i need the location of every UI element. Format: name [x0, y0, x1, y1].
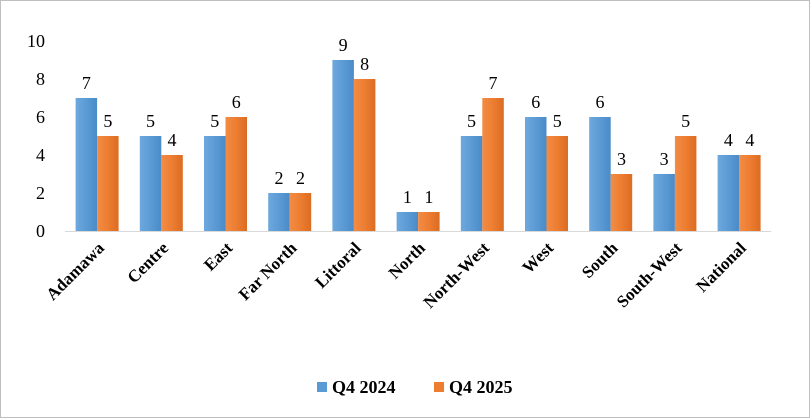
bar-q4-2024: [75, 98, 98, 231]
bar-q4-2025: [482, 98, 504, 231]
x-tick-label: Centre: [124, 238, 173, 287]
bar-q4-2025: [610, 174, 633, 231]
legend-label: Q4 2024: [332, 377, 396, 397]
y-tick-label: 8: [36, 69, 45, 89]
data-label: 4: [745, 130, 754, 150]
data-label: 5: [210, 111, 219, 131]
x-tick-label: Littoral: [311, 238, 365, 292]
data-label: 5: [681, 111, 690, 131]
data-label: 8: [360, 54, 369, 74]
y-axis: 0 2 4 6 8 10: [27, 31, 45, 241]
y-tick-label: 0: [36, 221, 45, 241]
bar-q4-2025: [97, 136, 119, 231]
data-label: 3: [617, 149, 626, 169]
data-label: 6: [531, 92, 540, 112]
bar-q4-2025: [289, 193, 312, 231]
y-tick-label: 6: [36, 107, 45, 127]
bar-q4-2025: [418, 212, 440, 231]
y-tick-label: 2: [36, 183, 45, 203]
legend-label: Q4 2025: [449, 377, 513, 397]
x-tick-label: South: [578, 238, 622, 282]
x-tick-label: National: [692, 238, 750, 296]
data-label: 4: [168, 130, 177, 150]
x-tick-label: West: [519, 238, 558, 277]
data-label: 1: [403, 187, 412, 207]
data-label: 9: [339, 35, 348, 55]
data-label: 3: [660, 149, 669, 169]
bar-q4-2024: [525, 117, 547, 231]
bar-q4-2024: [268, 193, 290, 231]
bars: [75, 60, 761, 231]
x-tick-label: Adamawa: [42, 238, 108, 304]
data-label: 6: [595, 92, 604, 112]
x-tick-label: Far North: [235, 238, 301, 304]
data-label: 7: [82, 73, 91, 93]
x-tick-label: North: [385, 238, 430, 283]
legend-swatch-q4-2024: [317, 382, 327, 392]
x-tick-label: North-West: [420, 238, 494, 312]
data-label: 2: [296, 168, 305, 188]
bar-q4-2025: [739, 155, 761, 231]
data-label: 5: [146, 111, 155, 131]
bar-q4-2025: [353, 79, 376, 231]
data-label: 5: [103, 111, 112, 131]
data-label: 4: [724, 130, 733, 150]
bar-q4-2024: [653, 174, 675, 231]
y-tick-label: 4: [36, 145, 45, 165]
y-tick-label: 10: [27, 31, 45, 51]
bar-q4-2025: [674, 136, 697, 231]
data-label: 2: [274, 168, 283, 188]
bar-q4-2025: [161, 155, 183, 231]
bar-q4-2024: [139, 136, 162, 231]
bar-q4-2024: [396, 212, 419, 231]
bar-q4-2024: [460, 136, 483, 231]
data-label: 5: [467, 111, 476, 131]
bar-q4-2024: [332, 60, 354, 231]
x-tick-label: East: [200, 238, 236, 274]
data-label: 6: [232, 92, 241, 112]
bar-q4-2025: [546, 136, 568, 231]
legend: Q4 2024 Q4 2025: [317, 377, 513, 397]
bar-q4-2025: [225, 117, 247, 231]
data-label: 5: [553, 111, 562, 131]
legend-swatch-q4-2025: [434, 382, 444, 392]
data-label: 1: [424, 187, 433, 207]
data-label: 7: [489, 73, 498, 93]
bar-q4-2024: [717, 155, 740, 231]
x-tick-label: South-West: [613, 238, 686, 311]
bar-q4-2024: [204, 136, 226, 231]
bar-q4-2024: [589, 117, 611, 231]
